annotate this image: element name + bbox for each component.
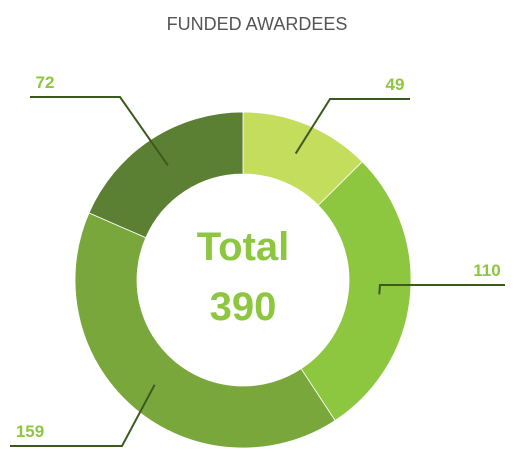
value-label: 110 [473, 261, 500, 280]
donut-segment [88, 111, 244, 239]
value-label: 159 [16, 422, 44, 441]
chart-title: FUNDED AWARDEES [167, 14, 348, 34]
center-label: Total [197, 225, 290, 269]
value-label: 72 [36, 73, 55, 92]
leader-line [294, 98, 410, 155]
donut-segment [300, 161, 412, 422]
leader-line [10, 384, 156, 447]
leader-line [30, 96, 169, 166]
donut-segment [74, 212, 336, 449]
leader-line [378, 284, 505, 295]
center-total: 390 [210, 285, 277, 329]
value-label: 49 [386, 75, 405, 94]
donut [74, 111, 412, 449]
